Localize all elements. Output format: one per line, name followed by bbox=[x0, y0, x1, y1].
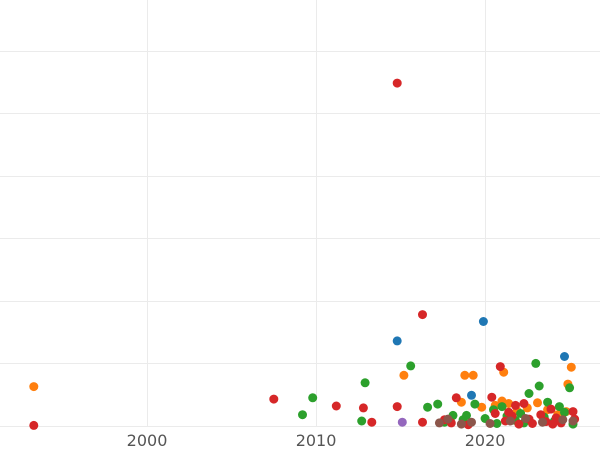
data-point bbox=[29, 420, 39, 430]
data-point bbox=[29, 382, 39, 392]
data-point bbox=[467, 417, 476, 427]
data-point bbox=[308, 393, 318, 403]
data-point bbox=[418, 417, 427, 427]
data-point bbox=[423, 402, 433, 412]
data-point bbox=[451, 393, 461, 403]
data-point bbox=[527, 419, 537, 428]
grid-layer bbox=[0, 0, 600, 427]
data-point bbox=[433, 399, 443, 409]
data-point bbox=[392, 78, 402, 88]
data-point bbox=[558, 415, 568, 425]
x-tick-label: 2010 bbox=[296, 431, 337, 450]
data-point bbox=[460, 370, 470, 380]
tick-labels: 2000 2010 2020 bbox=[127, 431, 506, 450]
data-point bbox=[397, 417, 407, 427]
data-point bbox=[560, 352, 569, 361]
data-point bbox=[536, 410, 546, 420]
data-point bbox=[531, 358, 541, 368]
data-point bbox=[568, 416, 578, 426]
data-point bbox=[524, 389, 534, 398]
data-point bbox=[269, 394, 279, 404]
data-point bbox=[534, 381, 544, 391]
data-point bbox=[357, 416, 367, 426]
data-point bbox=[490, 409, 500, 418]
data-point bbox=[566, 362, 576, 372]
data-point bbox=[546, 404, 556, 414]
data-point bbox=[443, 414, 453, 424]
data-point bbox=[560, 407, 569, 417]
data-point bbox=[568, 407, 578, 417]
data-point bbox=[470, 399, 480, 409]
data-point bbox=[360, 378, 370, 388]
x-tick-label: 2000 bbox=[127, 431, 168, 450]
x-tick-label: 2020 bbox=[465, 431, 506, 450]
data-point bbox=[511, 400, 520, 410]
data-point bbox=[467, 390, 476, 400]
data-point bbox=[477, 402, 487, 412]
data-point bbox=[538, 417, 547, 427]
data-point bbox=[504, 399, 514, 408]
data-point bbox=[358, 403, 368, 413]
data-point bbox=[492, 419, 502, 428]
data-point bbox=[519, 399, 529, 408]
data-point bbox=[521, 414, 531, 423]
data-point bbox=[495, 362, 505, 372]
data-point bbox=[533, 398, 542, 408]
data-point bbox=[565, 383, 575, 393]
data-point bbox=[468, 370, 478, 380]
data-point bbox=[418, 310, 427, 320]
data-point bbox=[543, 397, 553, 407]
data-point bbox=[331, 401, 341, 411]
data-point bbox=[487, 392, 497, 402]
points-layer bbox=[29, 78, 580, 430]
data-point bbox=[367, 417, 377, 427]
data-point bbox=[514, 419, 524, 429]
data-point bbox=[456, 419, 466, 429]
data-point bbox=[478, 317, 488, 326]
data-point bbox=[485, 419, 495, 428]
data-point bbox=[462, 410, 471, 420]
data-point bbox=[434, 418, 444, 428]
data-point bbox=[298, 410, 307, 420]
data-point bbox=[392, 402, 402, 412]
data-point bbox=[406, 361, 416, 371]
data-point bbox=[497, 402, 507, 412]
data-point bbox=[399, 370, 409, 380]
data-point bbox=[392, 336, 402, 346]
data-point bbox=[505, 416, 515, 426]
